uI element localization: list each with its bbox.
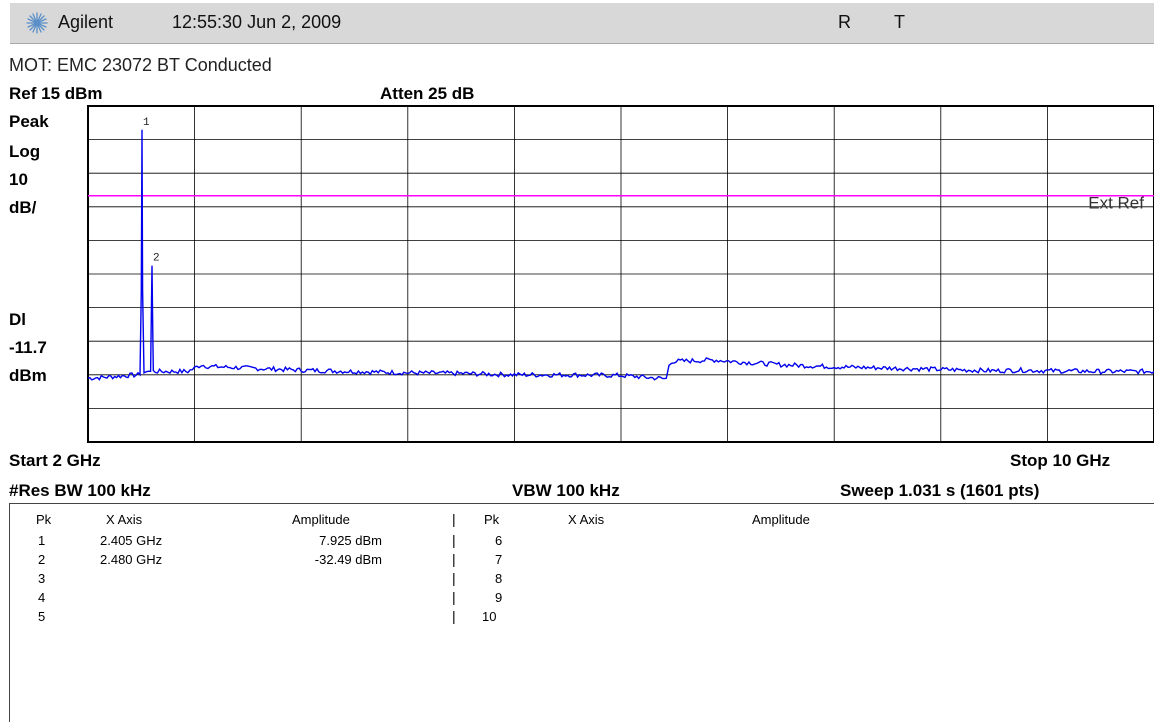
marker-row-pk-right: 10 (482, 609, 497, 624)
marker-row-pk: 3 (38, 571, 46, 586)
table-divider: | (452, 608, 456, 624)
marker-row-amplitude: -32.49 dBm (314, 552, 382, 567)
marker-row-x: 2.405 GHz (100, 533, 163, 548)
col-header-x-axis-right: X Axis (568, 512, 605, 527)
sweep-time: Sweep 1.031 s (1601 pts) (840, 481, 1040, 500)
spectrum-trace (87, 129, 1154, 381)
display-line-unit: dBm (9, 366, 47, 385)
title-bar: Agilent 12:55:30 Jun 2, 2009 R T (0, 0, 1154, 46)
video-bandwidth: VBW 100 kHz (512, 481, 620, 500)
marker-row-x: 2.480 GHz (100, 552, 163, 567)
display-line-value: -11.7 (9, 338, 47, 357)
marker-label-1: 1 (143, 117, 150, 129)
marker-row-pk-right: 7 (495, 552, 503, 567)
agilent-starburst-icon (26, 12, 48, 34)
table-divider: | (452, 589, 456, 605)
scale-unit-label: dB/ (9, 198, 37, 217)
marker-table (9, 503, 1154, 722)
marker-row-pk-right: 6 (495, 533, 503, 548)
marker-row-pk: 2 (38, 552, 46, 567)
marker-row-amplitude: 7.925 dBm (319, 533, 382, 548)
marker-row-pk: 1 (38, 533, 46, 548)
detector-label: Peak (9, 112, 49, 131)
status-r: R (838, 12, 851, 32)
col-header-pk: Pk (36, 512, 52, 527)
table-divider: | (452, 551, 456, 567)
ref-level: Ref 15 dBm (9, 84, 103, 103)
col-header-amplitude: Amplitude (292, 512, 350, 527)
table-divider: | (452, 532, 456, 548)
table-divider: | (452, 511, 456, 527)
marker-labels: 12 (143, 117, 160, 265)
resolution-bandwidth: #Res BW 100 kHz (9, 481, 151, 500)
table-divider: | (452, 570, 456, 586)
measurement-title: MOT: EMC 23072 BT Conducted (9, 55, 272, 75)
col-header-x-axis: X Axis (106, 512, 143, 527)
title-band (10, 3, 1154, 44)
marker-label-2: 2 (153, 253, 160, 265)
display-line-ext-ref-label: Ext Ref (1088, 194, 1144, 213)
plot-grid (87, 105, 1154, 443)
start-frequency: Start 2 GHz (9, 451, 101, 470)
attenuation: Atten 25 dB (380, 84, 475, 103)
scale-value-label: 10 (9, 170, 28, 189)
col-header-pk-right: Pk (484, 512, 500, 527)
scale-type-label: Log (9, 142, 41, 161)
display-line-label: Dl (9, 310, 26, 329)
brand-label: Agilent (58, 12, 114, 32)
status-t: T (894, 12, 905, 32)
marker-row-pk-right: 9 (495, 590, 503, 605)
timestamp: 12:55:30 Jun 2, 2009 (172, 12, 342, 32)
marker-row-pk: 5 (38, 609, 46, 624)
marker-row-pk: 4 (38, 590, 46, 605)
stop-frequency: Stop 10 GHz (1010, 451, 1111, 470)
col-header-amplitude-right: Amplitude (752, 512, 810, 527)
marker-row-pk-right: 8 (495, 571, 503, 586)
